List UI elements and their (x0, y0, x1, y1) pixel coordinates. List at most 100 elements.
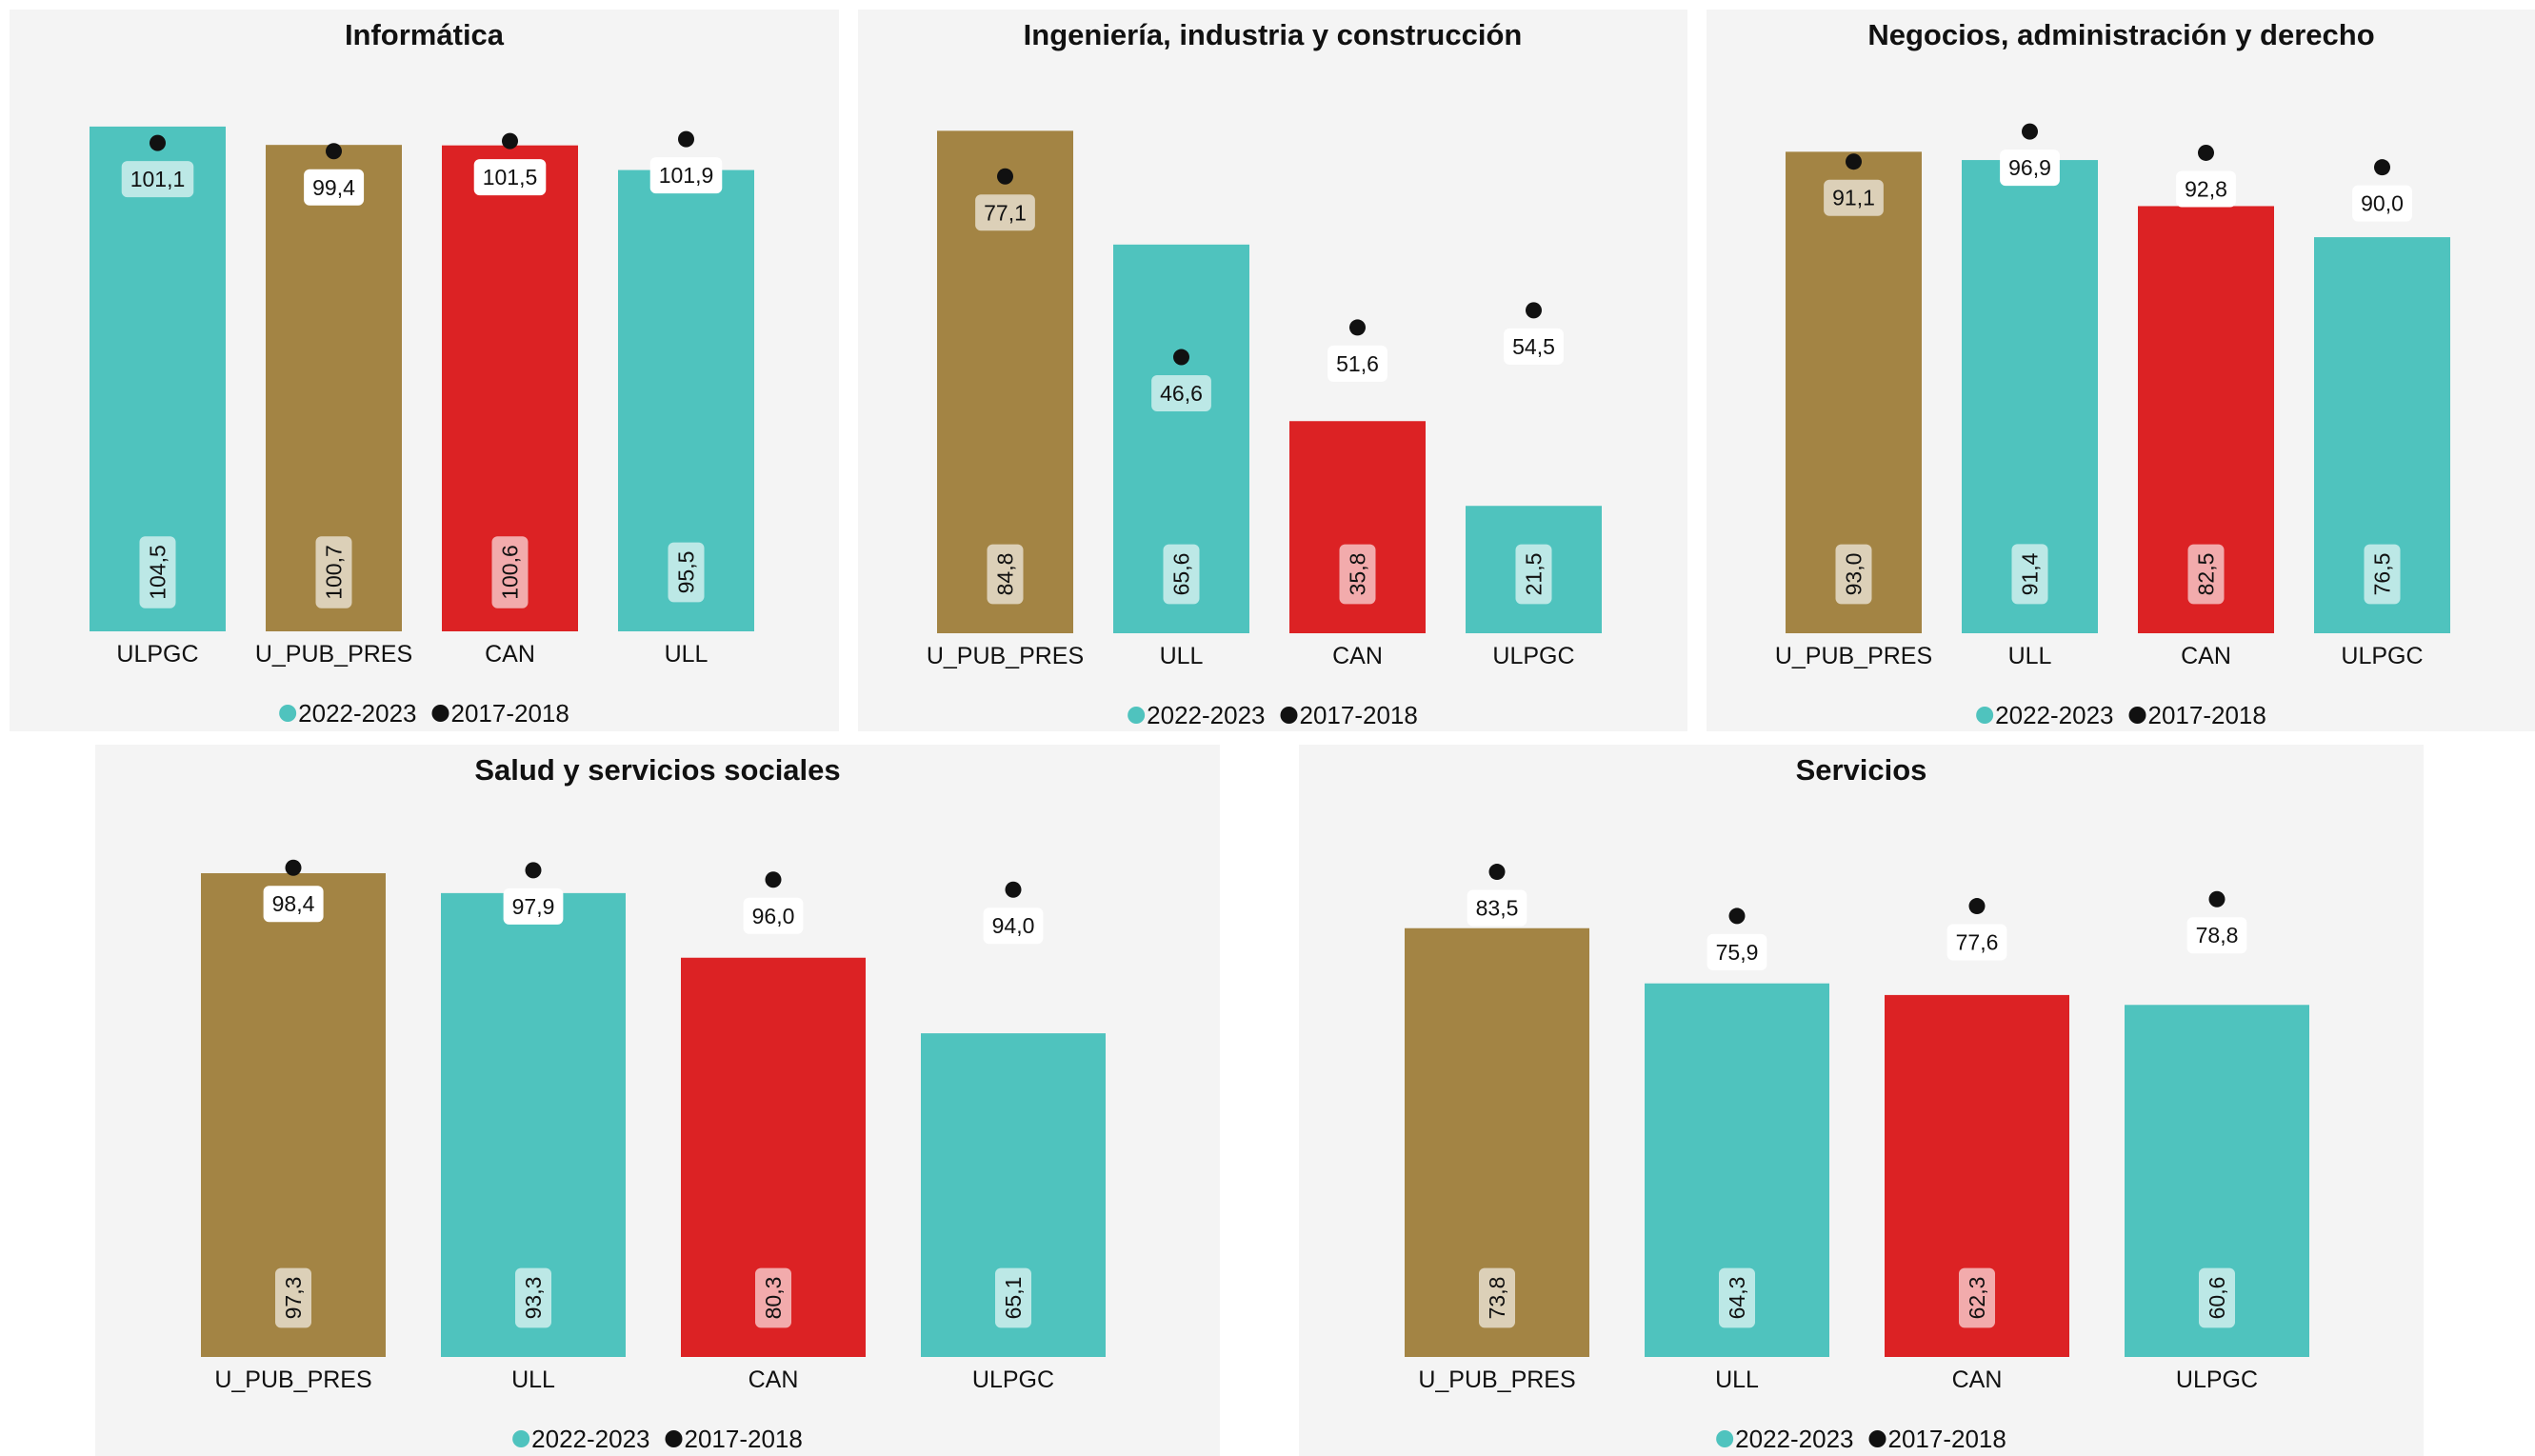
legend-label-2017-2018: 2017-2018 (1300, 701, 1418, 729)
legend-label-2017-2018: 2017-2018 (685, 1425, 803, 1453)
legend-marker-2017-2018 (431, 705, 449, 722)
svg-text:82,5: 82,5 (2194, 553, 2219, 596)
chart-title: Negocios, administración y derecho (1867, 18, 2374, 51)
svg-text:54,5: 54,5 (1512, 334, 1555, 359)
dot-ull (2022, 123, 2038, 140)
dot-label-can-bg (2176, 170, 2236, 208)
chart-svg: Informática 104,5 ULPGC 101,1 100,7 U_PUB_PRE… (90, 18, 754, 728)
dot-label-ulpgc: 94,0 (983, 908, 1044, 945)
bar-label-ull-bg (2011, 544, 2048, 605)
dot-label-u-pub-pres: 77,1 (975, 194, 1035, 231)
dot-label-ulpgc-bg (2186, 917, 2247, 954)
dot-label-can: 96,0 (743, 897, 804, 934)
chart-panel-servicios: Servicios 73,8 U_PUB_PRES 83,5 64,3 ULL 75,9 62… (1299, 745, 2424, 1456)
bar-label-u-pub-pres: 100,7 (315, 536, 352, 608)
dot-label-ulpgc-bg (1504, 328, 1564, 365)
svg-text:84,8: 84,8 (993, 553, 1018, 596)
legend-marker-2022-2023 (279, 705, 297, 722)
chart-svg: Ingeniería, industria y construcción 84,8… (927, 18, 1602, 729)
bar-label-u-pub-pres-bg (315, 536, 352, 608)
x-tick-label: U_PUB_PRES (927, 643, 1084, 669)
dot-can (765, 871, 782, 888)
x-tick-label: CAN (1952, 1366, 2003, 1393)
svg-text:101,5: 101,5 (483, 165, 538, 189)
bar-label-ull: 95,5 (668, 542, 705, 603)
bar-label-u-pub-pres-bg (275, 1267, 311, 1328)
svg-text:76,5: 76,5 (2370, 553, 2395, 596)
dot-label-ulpgc: 78,8 (2186, 917, 2247, 954)
dot-label-ulpgc-bg (983, 908, 1044, 945)
svg-text:100,6: 100,6 (498, 545, 523, 600)
x-tick-label: ULPGC (1492, 643, 1574, 669)
bar-label-u-pub-pres-bg (1479, 1267, 1515, 1328)
bar-label-u-pub-pres-bg (987, 544, 1024, 605)
svg-text:98,4: 98,4 (272, 891, 315, 916)
dot-label-u-pub-pres-bg (263, 886, 324, 923)
svg-text:104,5: 104,5 (146, 545, 170, 600)
dot-label-ull: 101,9 (649, 157, 723, 194)
svg-text:46,6: 46,6 (1160, 381, 1203, 406)
dot-ull (678, 130, 694, 148)
svg-text:96,9: 96,9 (2008, 155, 2051, 180)
dot-label-ull-bg (1707, 933, 1767, 970)
dot-label-ull: 75,9 (1707, 933, 1767, 970)
dot-can (1349, 319, 1366, 336)
legend-label-2022-2023: 2022-2023 (531, 1425, 649, 1453)
bar-label-can: 100,6 (491, 536, 529, 608)
x-tick-label: CAN (1332, 643, 1383, 669)
bar-label-ulpgc: 21,5 (1515, 544, 1552, 605)
x-tick-label: CAN (749, 1366, 799, 1393)
legend: 2022-2023 2017-2018 (1716, 1425, 2006, 1453)
bar-label-ulpgc: 60,6 (2199, 1267, 2235, 1328)
bar-label-can: 35,8 (1339, 544, 1376, 605)
bar-label-u-pub-pres: 73,8 (1479, 1267, 1515, 1328)
legend-label-2022-2023: 2022-2023 (298, 699, 416, 728)
dot-label-ulpgc: 54,5 (1504, 328, 1564, 365)
bar-label-can-bg (491, 536, 529, 608)
dot-u-pub-pres (1488, 864, 1506, 881)
dot-u-pub-pres (285, 859, 302, 876)
dot-label-ull: 96,9 (2000, 150, 2060, 187)
svg-text:94,0: 94,0 (992, 913, 1035, 938)
dot-u-pub-pres (1846, 153, 1862, 170)
legend-marker-2017-2018 (1280, 707, 1298, 724)
dot-ulpgc (150, 134, 166, 151)
legend-marker-2017-2018 (665, 1430, 683, 1447)
legend-marker-2017-2018 (2128, 707, 2146, 724)
dot-ull (525, 862, 542, 879)
svg-text:62,3: 62,3 (1965, 1277, 1989, 1320)
svg-text:96,0: 96,0 (752, 904, 795, 928)
dot-label-ull-bg (2000, 150, 2060, 187)
svg-text:100,7: 100,7 (322, 545, 347, 600)
bar-label-can-bg (2187, 544, 2225, 605)
dot-u-pub-pres (997, 168, 1013, 185)
dot-label-can-bg (1327, 345, 1387, 382)
legend-label-2022-2023: 2022-2023 (1995, 701, 2113, 729)
dot-label-can: 101,5 (473, 159, 547, 196)
dot-label-ull-bg (1151, 375, 1211, 412)
legend-marker-2022-2023 (1976, 707, 1994, 724)
dot-label-can-bg (743, 897, 804, 934)
legend-label-2022-2023: 2022-2023 (1735, 1425, 1853, 1453)
bar-label-can: 80,3 (755, 1267, 791, 1328)
bar-label-can-bg (1959, 1267, 1995, 1328)
bar-label-ulpgc-bg (1515, 544, 1552, 605)
svg-text:65,6: 65,6 (1169, 553, 1194, 596)
bar-label-u-pub-pres: 84,8 (987, 544, 1024, 605)
x-tick-label: ULPGC (2176, 1366, 2258, 1393)
bar-label-u-pub-pres-bg (1835, 544, 1872, 605)
svg-text:92,8: 92,8 (2185, 176, 2227, 201)
legend-marker-2022-2023 (512, 1430, 530, 1447)
x-tick-label: ULL (1715, 1366, 1759, 1393)
bar-label-u-pub-pres: 93,0 (1835, 544, 1872, 605)
legend-marker-2017-2018 (1868, 1430, 1886, 1447)
x-tick-label: U_PUB_PRES (255, 641, 412, 668)
svg-text:21,5: 21,5 (1522, 553, 1547, 596)
svg-text:35,8: 35,8 (1346, 553, 1370, 596)
bar-label-can-bg (755, 1267, 791, 1328)
x-tick-label: ULPGC (116, 641, 198, 668)
chart-panel-salud-y-servicios-sociales: Salud y servicios sociales 97,3 U_PUB_PRES… (95, 745, 1220, 1456)
legend-label-2022-2023: 2022-2023 (1147, 701, 1265, 729)
legend: 2022-2023 2017-2018 (1128, 701, 1418, 729)
x-tick-label: U_PUB_PRES (214, 1366, 371, 1393)
